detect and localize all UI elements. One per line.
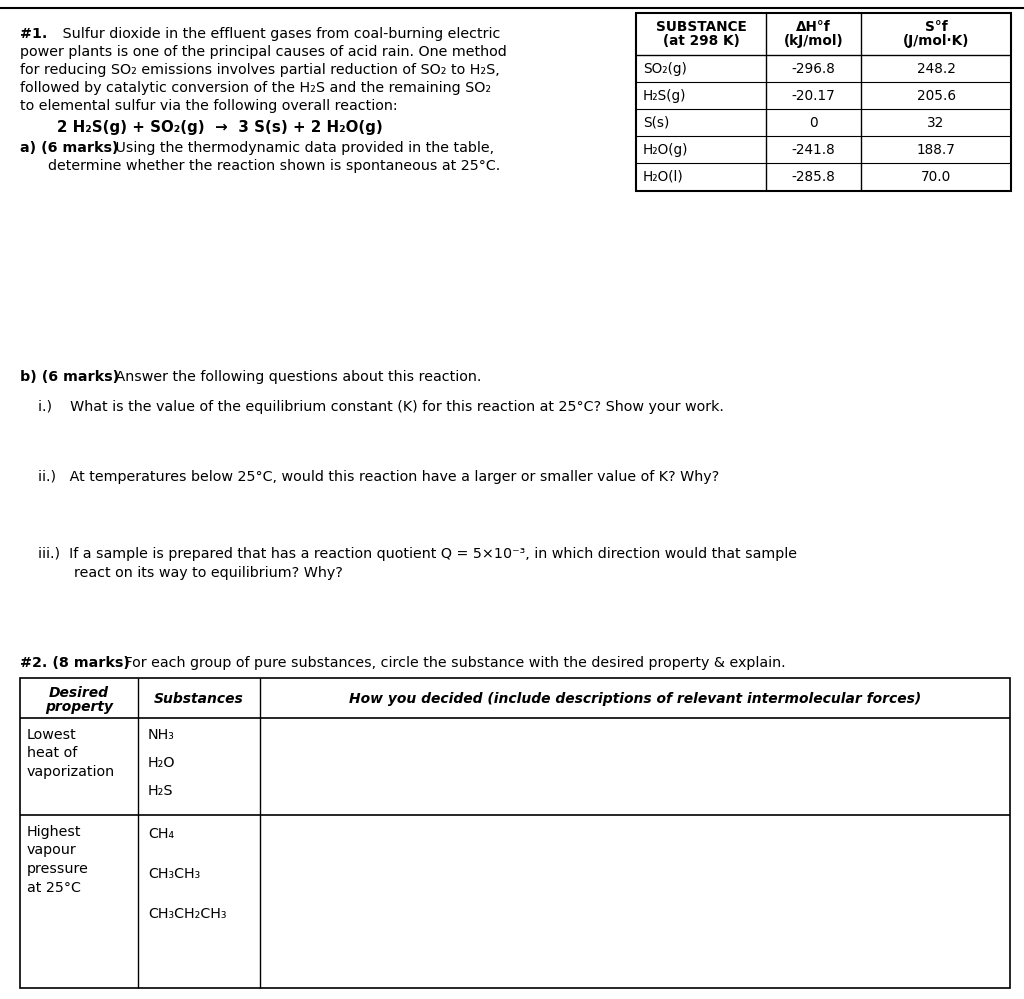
Text: How you decided (include descriptions of relevant intermolecular forces): How you decided (include descriptions of… [349, 692, 922, 706]
Text: NH₃: NH₃ [148, 728, 175, 742]
Text: SO₂(g): SO₂(g) [643, 62, 687, 76]
Text: Highest: Highest [27, 825, 82, 839]
Bar [20, 678, 1010, 988]
Text: For each group of pure substances, circle the substance with the desired propert: For each group of pure substances, circl… [120, 656, 785, 670]
Text: iii.)  If a sample is prepared that has a reaction quotient Q = 5×10⁻³, in which: iii.) If a sample is prepared that has a… [38, 547, 797, 561]
Text: Desired: Desired [49, 686, 109, 700]
Text: (J/mol·K): (J/mol·K) [903, 34, 969, 48]
Text: CH₃CH₃: CH₃CH₃ [148, 867, 201, 881]
Text: Lowest: Lowest [27, 728, 77, 742]
Text: 205.6: 205.6 [916, 89, 955, 103]
Text: followed by catalytic conversion of the H₂S and the remaining SO₂: followed by catalytic conversion of the … [20, 81, 492, 95]
Text: #1.: #1. [20, 27, 47, 41]
Text: power plants is one of the principal causes of acid rain. One method: power plants is one of the principal cau… [20, 45, 507, 59]
Text: S(s): S(s) [643, 116, 670, 130]
Text: 0: 0 [809, 116, 818, 130]
Text: Using the thermodynamic data provided in the table,: Using the thermodynamic data provided in… [111, 141, 495, 155]
Text: #2. (8 marks): #2. (8 marks) [20, 656, 130, 670]
Text: 248.2: 248.2 [916, 62, 955, 76]
Text: S°f: S°f [925, 20, 947, 34]
Text: -241.8: -241.8 [792, 143, 836, 157]
Text: i.)    What is the value of the equilibrium constant (K) for this reaction at 25: i.) What is the value of the equilibrium… [38, 400, 724, 414]
Text: -285.8: -285.8 [792, 170, 836, 184]
Text: H₂O(g): H₂O(g) [643, 143, 688, 157]
Text: at 25°C: at 25°C [27, 881, 81, 895]
Text: H₂S(g): H₂S(g) [643, 89, 686, 103]
Text: (kJ/mol): (kJ/mol) [783, 34, 844, 48]
Text: SUBSTANCE: SUBSTANCE [655, 20, 746, 34]
Text: react on its way to equilibrium? Why?: react on its way to equilibrium? Why? [38, 566, 343, 580]
Text: CH₄: CH₄ [148, 827, 174, 841]
Text: pressure: pressure [27, 862, 89, 876]
Text: -20.17: -20.17 [792, 89, 836, 103]
Bar [636, 13, 1011, 191]
Text: to elemental sulfur via the following overall reaction:: to elemental sulfur via the following ov… [20, 99, 397, 113]
Text: Sulfur dioxide in the effluent gases from coal-burning electric: Sulfur dioxide in the effluent gases fro… [58, 27, 501, 41]
Text: H₂S: H₂S [148, 784, 173, 798]
Text: ii.)   At temperatures below 25°C, would this reaction have a larger or smaller : ii.) At temperatures below 25°C, would t… [38, 470, 719, 484]
Text: vapour: vapour [27, 843, 77, 857]
Text: b) (6 marks): b) (6 marks) [20, 370, 119, 384]
Text: 188.7: 188.7 [916, 143, 955, 157]
Text: Answer the following questions about this reaction.: Answer the following questions about thi… [111, 370, 481, 384]
Text: H₂O: H₂O [148, 756, 175, 770]
Text: property: property [45, 700, 113, 714]
Text: H₂O(l): H₂O(l) [643, 170, 684, 184]
Text: determine whether the reaction shown is spontaneous at 25°C.: determine whether the reaction shown is … [48, 159, 501, 173]
Text: CH₃CH₂CH₃: CH₃CH₂CH₃ [148, 907, 226, 921]
Text: a) (6 marks): a) (6 marks) [20, 141, 119, 155]
Text: heat of: heat of [27, 746, 77, 760]
Text: Substances: Substances [155, 692, 244, 706]
Text: for reducing SO₂ emissions involves partial reduction of SO₂ to H₂S,: for reducing SO₂ emissions involves part… [20, 63, 500, 77]
Text: -296.8: -296.8 [792, 62, 836, 76]
Text: (at 298 K): (at 298 K) [663, 34, 739, 48]
Text: 2 H₂S(g) + SO₂(g)  →  3 S(s) + 2 H₂O(g): 2 H₂S(g) + SO₂(g) → 3 S(s) + 2 H₂O(g) [57, 120, 383, 135]
Text: 32: 32 [928, 116, 944, 130]
Text: vaporization: vaporization [27, 765, 115, 779]
Text: 70.0: 70.0 [921, 170, 951, 184]
Text: ΔH°f: ΔH°f [796, 20, 830, 34]
